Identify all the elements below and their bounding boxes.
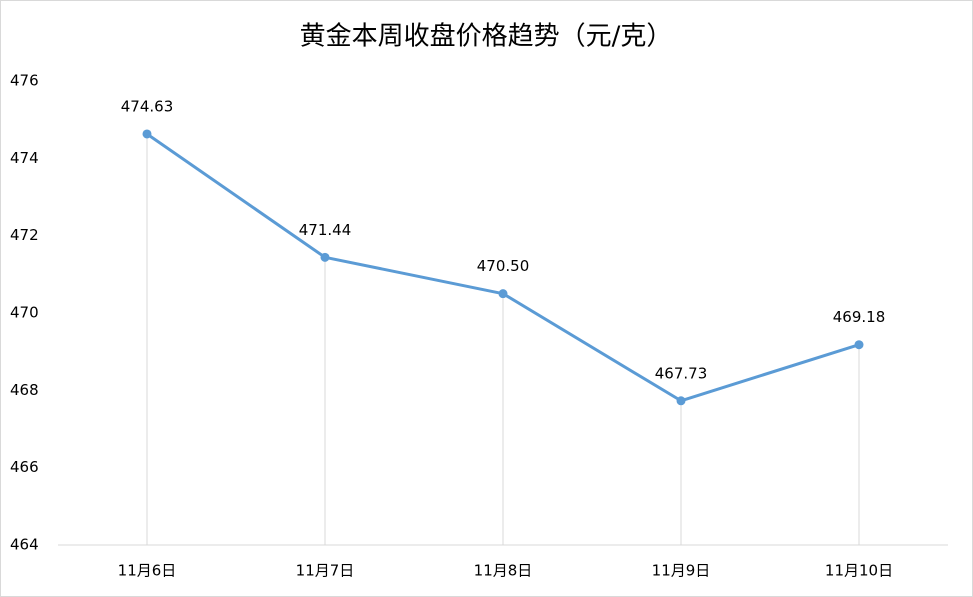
y-tick-label: 476 xyxy=(10,72,39,90)
y-tick-label: 464 xyxy=(10,536,39,554)
x-tick-label: 11月7日 xyxy=(296,562,355,580)
data-label: 469.18 xyxy=(833,308,886,326)
y-tick-label: 466 xyxy=(10,458,39,476)
data-label: 474.63 xyxy=(121,97,174,115)
chart-title: 黄金本周收盘价格趋势（元/克） xyxy=(300,22,673,52)
y-tick-label: 468 xyxy=(10,381,39,399)
data-label: 470.50 xyxy=(477,257,530,275)
data-point xyxy=(854,340,864,350)
y-tick-label: 472 xyxy=(10,226,39,244)
data-label: 471.44 xyxy=(299,221,352,239)
x-tick-label: 11月9日 xyxy=(652,562,711,580)
y-tick-label: 474 xyxy=(10,149,39,167)
data-point xyxy=(676,396,686,406)
data-point xyxy=(498,289,508,299)
y-tick-label: 470 xyxy=(10,304,39,322)
x-tick-label: 11月10日 xyxy=(825,562,893,580)
data-point xyxy=(142,129,152,139)
x-tick-label: 11月6日 xyxy=(118,562,177,580)
data-label: 467.73 xyxy=(655,364,708,382)
data-point xyxy=(320,252,330,262)
x-tick-label: 11月8日 xyxy=(474,562,533,580)
